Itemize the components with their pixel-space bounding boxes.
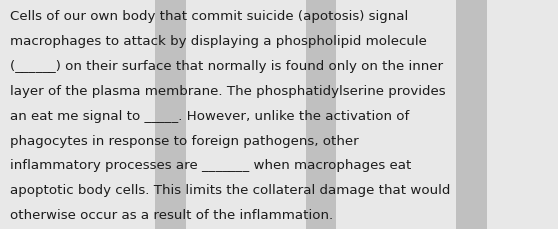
Text: Cells of our own body that commit suicide (apotosis) signal: Cells of our own body that commit suicid…	[10, 10, 408, 23]
Text: apoptotic body cells. This limits the collateral damage that would: apoptotic body cells. This limits the co…	[10, 183, 450, 196]
Text: layer of the plasma membrane. The phosphatidylserine provides: layer of the plasma membrane. The phosph…	[10, 85, 446, 98]
Bar	[155, 0, 185, 229]
Bar	[306, 0, 336, 229]
Text: (______) on their surface that normally is found only on the inner: (______) on their surface that normally …	[10, 60, 443, 73]
Text: macrophages to attack by displaying a phospholipid molecule: macrophages to attack by displaying a ph…	[10, 35, 427, 48]
Text: inflammatory processes are _______ when macrophages eat: inflammatory processes are _______ when …	[10, 159, 411, 172]
Text: an eat me signal to _____. However, unlike the activation of: an eat me signal to _____. However, unli…	[10, 109, 410, 122]
Text: otherwise occur as a result of the inflammation.: otherwise occur as a result of the infla…	[10, 208, 333, 221]
Text: phagocytes in response to foreign pathogens, other: phagocytes in response to foreign pathog…	[10, 134, 359, 147]
Bar	[456, 0, 487, 229]
